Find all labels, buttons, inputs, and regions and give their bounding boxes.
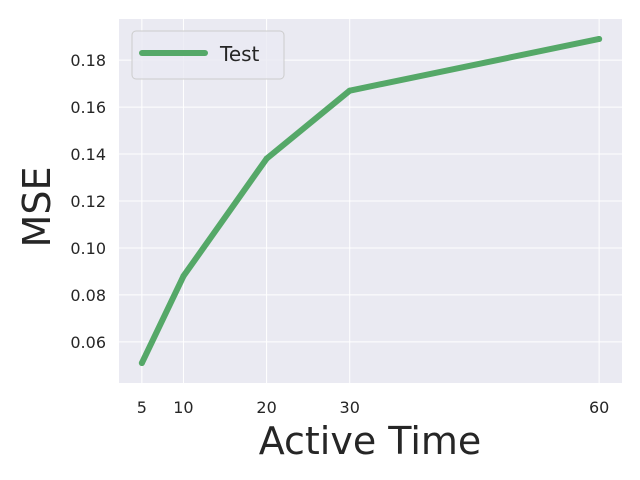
legend-box [131, 30, 285, 80]
data-point [596, 35, 603, 42]
data-point [346, 87, 353, 94]
y-tick-label: 0.18 [70, 51, 106, 70]
x-tick-label: 10 [173, 398, 193, 417]
series-layer [138, 35, 603, 367]
y-tick-label: 0.10 [70, 239, 106, 258]
data-point [263, 155, 270, 162]
y-tick-label: 0.06 [70, 333, 106, 352]
legend-label-test: Test [219, 42, 260, 66]
y-tick-label: 0.12 [70, 192, 106, 211]
data-point [180, 273, 187, 280]
y-axis-ticks: 0.06 0.08 0.10 0.12 0.14 0.16 0.18 [70, 51, 106, 352]
y-tick-label: 0.14 [70, 145, 106, 164]
x-tick-label: 30 [340, 398, 360, 417]
y-tick-label: 0.16 [70, 98, 106, 117]
x-axis-title: Active Time [259, 419, 482, 463]
legend: Test [131, 30, 285, 80]
data-point [138, 360, 145, 367]
x-tick-label: 60 [589, 398, 609, 417]
y-tick-label: 0.08 [70, 286, 106, 305]
x-tick-label: 20 [256, 398, 276, 417]
x-axis-ticks: 5 10 20 30 60 [137, 398, 610, 417]
x-tick-label: 5 [137, 398, 147, 417]
y-axis-title: MSE [15, 167, 59, 248]
